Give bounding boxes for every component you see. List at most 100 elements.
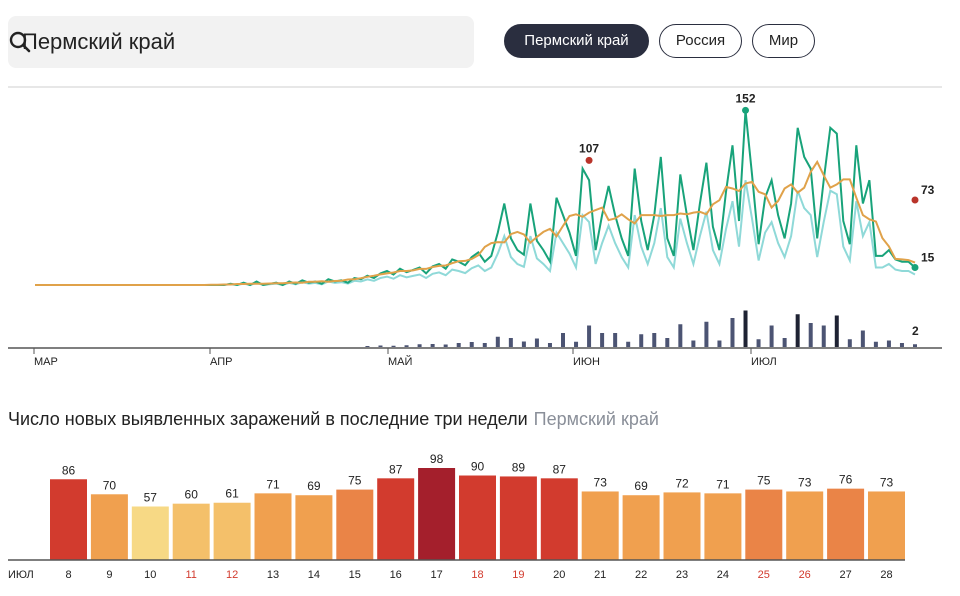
- small-bar: [417, 344, 422, 347]
- small-bar: [365, 346, 370, 347]
- bar: [704, 493, 742, 560]
- small-bar: [899, 343, 904, 347]
- small-bar: [860, 330, 865, 347]
- bar-category-label: 15: [349, 569, 361, 581]
- small-bar: [704, 321, 709, 347]
- cases-end-callout-dot: [911, 264, 919, 272]
- bar-value-label: 73: [798, 475, 812, 489]
- bar-value-label: 57: [144, 490, 158, 504]
- bar-value-label: 90: [471, 460, 485, 474]
- three-week-bar-chart: 86 8 70 9 57 10 60 11 61 12 71 13 69 14 75 15 87 16 98 17 90…: [8, 452, 905, 581]
- bar-category-label: 10: [144, 569, 156, 581]
- bar: [663, 492, 701, 560]
- bar-category-label: 13: [267, 569, 279, 581]
- small-bar: [482, 343, 487, 347]
- bar-category-label: 27: [839, 569, 851, 581]
- bar: [745, 489, 783, 560]
- small-bar: [847, 339, 852, 347]
- secondary-peak-callout-label: 107: [579, 141, 599, 155]
- bar: [418, 468, 456, 560]
- month-label: АПР: [210, 356, 232, 368]
- small-bar: [808, 323, 813, 347]
- small-bar: [678, 324, 683, 347]
- secondary-peak-callout-dot: [585, 156, 593, 164]
- bar-value-label: 69: [307, 479, 321, 493]
- average-end-callout-dot: [911, 196, 919, 204]
- bar-category-label: 9: [106, 569, 112, 581]
- bar: [90, 494, 128, 560]
- small-bar: [730, 318, 735, 347]
- average-line: [35, 159, 916, 286]
- bar-category-label: 20: [553, 569, 565, 581]
- bar-value-label: 89: [512, 460, 526, 474]
- bar-category-label: 12: [226, 569, 238, 581]
- small-bar: [652, 333, 657, 347]
- bar-value-label: 73: [880, 475, 894, 489]
- bar-value-label: 75: [348, 474, 362, 488]
- bar: [499, 476, 537, 560]
- bar-value-label: 70: [103, 478, 117, 492]
- small-bar: [613, 333, 618, 347]
- average-end-callout-label: 73: [921, 183, 935, 197]
- search-box[interactable]: Пермский край: [8, 16, 474, 68]
- bar-value-label: 72: [675, 476, 689, 490]
- bar-value-label: 76: [839, 473, 853, 487]
- bar: [213, 502, 251, 560]
- bar: [622, 495, 660, 560]
- small-bar: [873, 341, 878, 347]
- small-bar-end-label: 2: [912, 324, 919, 338]
- month-label: МАР: [34, 356, 58, 368]
- small-bar: [521, 341, 526, 347]
- bar-value-label: 87: [389, 462, 403, 476]
- bar: [540, 478, 578, 560]
- small-bar: [600, 333, 605, 347]
- search-icon[interactable]: [8, 30, 32, 54]
- small-bar: [626, 341, 631, 347]
- small-bar: [587, 325, 592, 347]
- small-bar: [378, 345, 383, 347]
- peak-callout-dot: [742, 106, 750, 114]
- bar-category-label: 11: [185, 569, 196, 581]
- bar-category-label: 25: [758, 569, 770, 581]
- small-bar: [782, 338, 787, 347]
- bar: [459, 475, 496, 560]
- small-bar: [717, 340, 722, 347]
- bar: [336, 489, 374, 560]
- small-bar: [639, 334, 644, 347]
- small-bar: [391, 345, 396, 347]
- small-bar: [834, 315, 839, 347]
- bar: [131, 506, 169, 560]
- bar-month-label: ИЮЛ: [8, 569, 34, 581]
- tab-world[interactable]: Мир: [752, 24, 815, 58]
- bar: [50, 479, 87, 560]
- bar-category-label: 16: [390, 569, 402, 581]
- small-bar: [430, 344, 435, 347]
- bar-category-label: 19: [512, 569, 524, 581]
- tab-russia[interactable]: Россия: [659, 24, 742, 58]
- bar: [581, 491, 619, 560]
- small-bar: [795, 314, 800, 347]
- bar-value-label: 61: [225, 487, 239, 501]
- month-label: МАЙ: [388, 355, 412, 368]
- small-bar: [665, 338, 670, 347]
- bar: [172, 503, 210, 560]
- bar-category-label: 14: [308, 569, 320, 581]
- bar: [786, 491, 824, 560]
- bar-category-label: 28: [880, 569, 892, 581]
- small-bar: [561, 333, 565, 347]
- bar-chart-title: Число новых выявленных заражений в после…: [8, 409, 659, 429]
- bar-value-label: 69: [634, 479, 648, 493]
- search-input[interactable]: Пермский край: [22, 29, 176, 54]
- bar-value-label: 60: [185, 488, 199, 502]
- bar-category-label: 23: [676, 569, 688, 581]
- bar-value-label: 73: [594, 475, 608, 489]
- small-bar: [508, 338, 513, 347]
- small-bar: [404, 345, 409, 347]
- small-bar: [691, 340, 696, 347]
- tab-perm-region[interactable]: Пермский край: [504, 24, 649, 58]
- bar-category-label: 21: [594, 569, 606, 581]
- small-bar: [547, 343, 552, 347]
- bar-category-label: 22: [635, 569, 647, 581]
- bar-value-label: 71: [266, 477, 280, 491]
